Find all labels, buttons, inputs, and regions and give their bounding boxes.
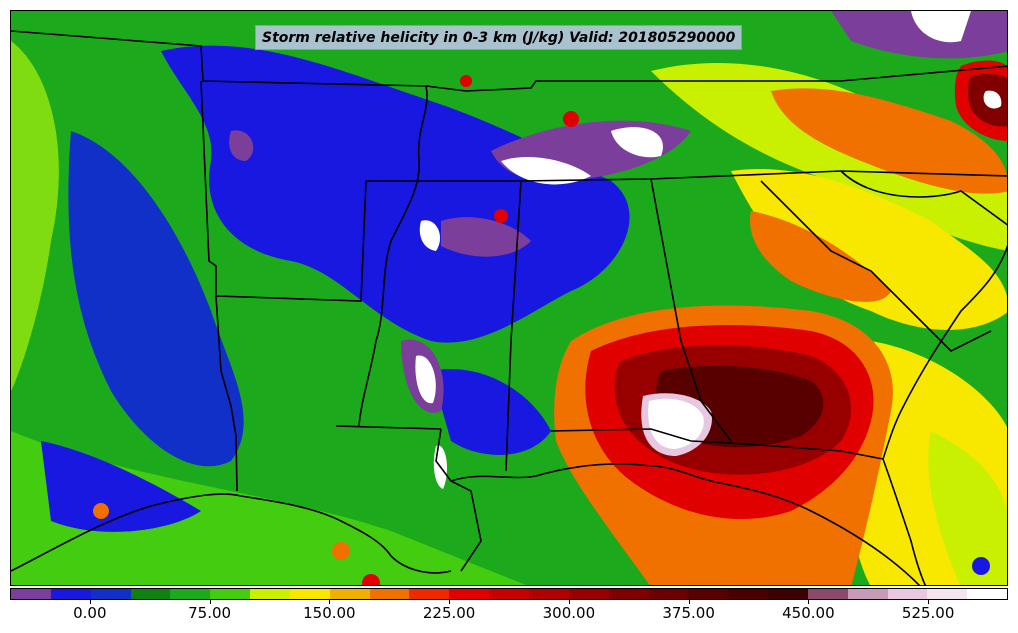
field-region-white-2 (611, 127, 663, 158)
field-region-white-6 (419, 220, 441, 251)
field-spot-7 (972, 557, 990, 575)
colorbar-segment (528, 589, 569, 599)
colorbar-segment (927, 589, 968, 599)
colorbar-ticks: 0.00 75.00 150.00 225.00 300.00 375.00 450.00 5… (10, 600, 1008, 630)
colorbar-segment (688, 589, 729, 599)
colorbar-segment (50, 589, 91, 599)
field-region-orange-central (750, 211, 891, 302)
field-region-white-1 (501, 156, 591, 185)
colorbar-segment (807, 589, 848, 599)
colorbar-tick (928, 600, 930, 604)
helicity-field (11, 11, 1007, 585)
colorbar-tick (449, 600, 451, 604)
field-region-white-storm (648, 398, 704, 449)
colorbar-segment (768, 589, 808, 599)
colorbar (10, 588, 1008, 600)
field-region-white-northeast (983, 90, 1002, 109)
colorbar-segment (250, 589, 290, 599)
colorbar-segment (11, 589, 51, 599)
colorbar-segment (130, 589, 171, 599)
colorbar-tick (329, 600, 331, 604)
field-spot-4 (460, 75, 472, 87)
colorbar-tick (688, 600, 690, 604)
field-spot-6 (332, 542, 350, 560)
colorbar-segment (369, 589, 410, 599)
colorbar-segment (648, 589, 689, 599)
colorbar-tick-label: 450.00 (782, 604, 835, 622)
map-title: Storm relative helicity in 0-3 km (J/kg)… (262, 29, 736, 46)
colorbar-segment (289, 589, 330, 599)
colorbar-segment (449, 589, 490, 599)
state-boundaries (11, 30, 1007, 585)
field-spot-5 (93, 503, 109, 519)
field-region-purple-5 (229, 130, 254, 161)
colorbar-tick-label: 300.00 (542, 604, 596, 622)
colorbar-tick-label: 0.00 (73, 604, 107, 622)
colorbar-tick (808, 600, 810, 604)
field-region-west-lime (11, 41, 59, 391)
colorbar-tick (89, 600, 91, 604)
field-region-orange-northeast (771, 88, 1007, 194)
field-region-white-4 (415, 355, 436, 404)
field-region-gulf (11, 431, 526, 585)
field-region-blue-north (161, 45, 630, 343)
field-region-lime-southeast (928, 431, 1007, 585)
colorbar-tick-label: 525.00 (901, 604, 955, 622)
colorbar-segment (329, 589, 370, 599)
colorbar-segment (728, 589, 769, 599)
colorbar-tick-label: 75.00 (188, 604, 232, 622)
field-spot-3 (362, 574, 380, 585)
field-region-purple-1 (441, 217, 531, 257)
field-region-yellow-east (731, 169, 1007, 330)
field-region-blue-west (68, 131, 244, 467)
colorbar-tick-label: 375.00 (662, 604, 715, 622)
colorbar-tick (568, 600, 570, 604)
colorbar-segment (887, 589, 928, 599)
field-spot-2 (563, 111, 579, 127)
field-region-blue-southwest (41, 441, 201, 532)
field-region-white-3 (911, 11, 971, 43)
colorbar-segment (568, 589, 609, 599)
colorbar-segment (210, 589, 251, 599)
colorbar-segment (409, 589, 450, 599)
colorbar-segment (847, 589, 888, 599)
colorbar-tick (209, 600, 211, 604)
title-box: Storm relative helicity in 0-3 km (J/kg)… (255, 25, 743, 50)
field-region-lime-northeast (651, 63, 1007, 251)
colorbar-tick-label: 225.00 (422, 604, 476, 622)
colorbar-tick-label: 150.00 (303, 604, 356, 622)
colorbar-segment (608, 589, 649, 599)
field-region-blue-south (431, 369, 551, 455)
colorbar-segment (967, 589, 1008, 599)
colorbar-segment (170, 589, 211, 599)
colorbar-segment (489, 589, 529, 599)
helicity-map: Storm relative helicity in 0-3 km (J/kg)… (10, 10, 1008, 586)
field-spot-1 (494, 209, 508, 223)
colorbar-segment (90, 589, 131, 599)
